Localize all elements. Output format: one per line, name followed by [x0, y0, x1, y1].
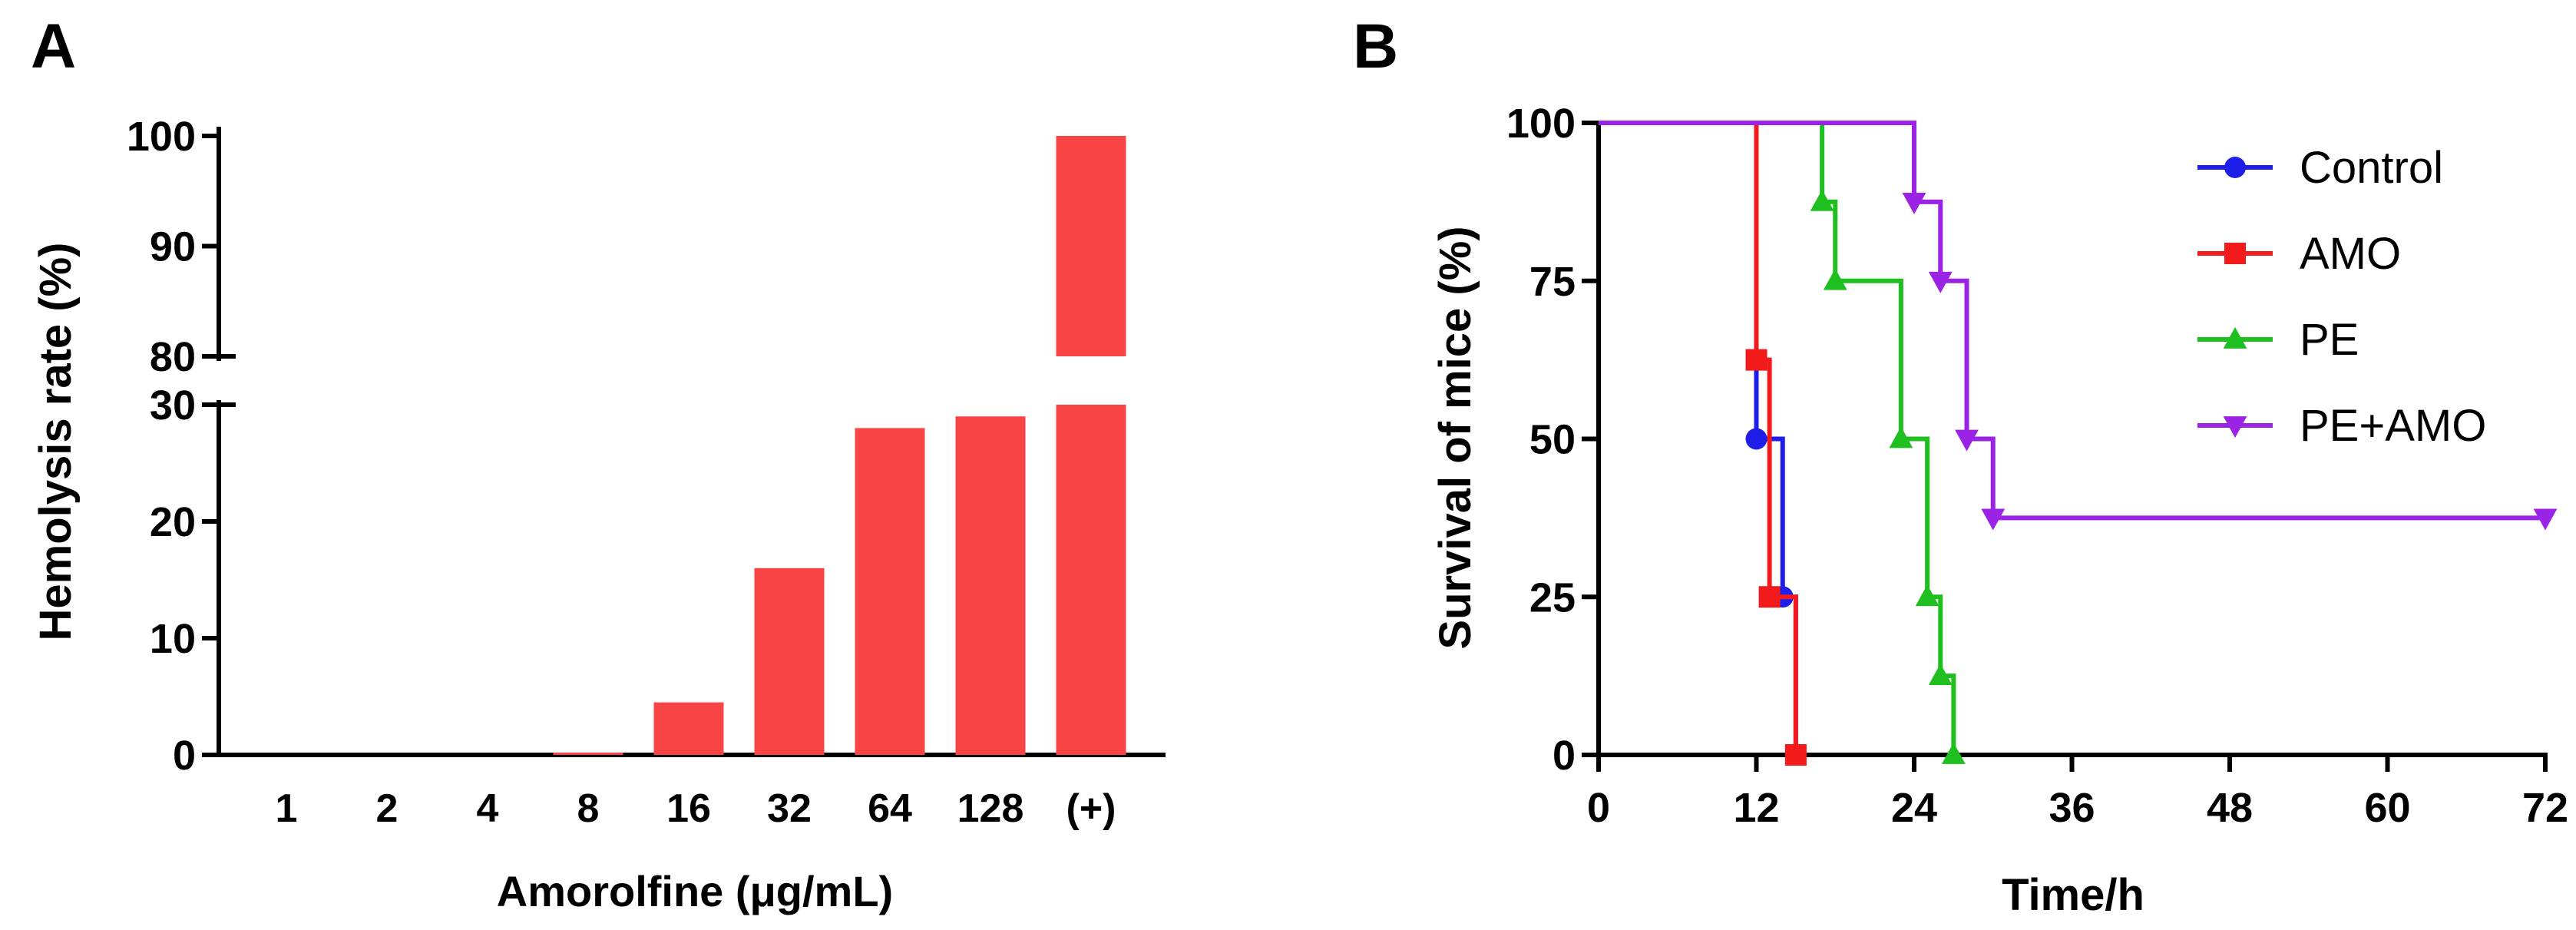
x-tick-label: 24 — [1891, 785, 1937, 831]
panel-a-ylabel: Hemolysis rate (%) — [31, 243, 81, 641]
y-tick-label: 90 — [150, 224, 196, 270]
y-tick-label: 50 — [1529, 417, 1576, 463]
legend-label: PE — [2300, 315, 2359, 365]
x-tick-label: 2 — [376, 786, 398, 831]
triangle-down-marker — [1955, 429, 1979, 452]
survival-curve — [1599, 121, 2545, 521]
panel-b-ylabel: Survival of mice (%) — [1430, 226, 1480, 649]
y-tick-label: 0 — [1553, 733, 1576, 779]
y-tick-label: 100 — [1506, 101, 1576, 147]
triangle-up-marker — [1915, 584, 1939, 607]
series-pe-amo — [1599, 121, 2558, 531]
x-tick-label: (+) — [1066, 786, 1116, 831]
bar — [553, 752, 623, 755]
square-marker — [1745, 349, 1767, 371]
triangle-up-marker — [1889, 426, 1913, 448]
y-tick-label: 80 — [150, 334, 196, 380]
triangle-down-marker — [1902, 192, 1926, 214]
legend: Control AMO PE PE+AMO — [2197, 143, 2486, 451]
triangle-down-marker — [1981, 508, 2006, 531]
y-tick-label: 75 — [1529, 259, 1576, 305]
x-tick-label: 60 — [2364, 785, 2410, 831]
triangle-up-marker — [1823, 268, 1847, 290]
series-pe — [1599, 121, 1966, 764]
legend-item: PE+AMO — [2197, 401, 2486, 451]
panel-a-chart: 80 90 100 0 10 20 30 1 2 4 8 16 32 64 128 (+) — [127, 114, 1166, 831]
circle-marker — [2224, 157, 2246, 178]
square-marker — [1758, 586, 1781, 608]
legend-item: Control — [2197, 143, 2443, 193]
triangle-down-marker — [2533, 508, 2558, 531]
bar — [754, 568, 825, 755]
y-tick-label: 20 — [150, 499, 196, 545]
panel-b-xlabel: Time/h — [2002, 870, 2144, 920]
x-tick-label: 16 — [666, 786, 711, 831]
y-tick-label: 0 — [173, 733, 196, 779]
x-tick-label: 72 — [2522, 785, 2568, 831]
x-tick-label: 12 — [1733, 785, 1779, 831]
circle-marker — [1745, 428, 1767, 450]
legend-item: PE — [2197, 315, 2359, 365]
bar — [653, 702, 724, 755]
bar-upper-segment — [1056, 136, 1126, 356]
y-tick-label: 30 — [150, 382, 196, 429]
y-tick-label: 100 — [127, 114, 196, 160]
triangle-up-marker — [1810, 189, 1834, 211]
panel-a-label: A — [31, 12, 76, 81]
x-tick-label: 32 — [767, 786, 812, 831]
x-tick-label: 8 — [577, 786, 600, 831]
legend-label: PE+AMO — [2300, 401, 2486, 451]
panel-a-xlabel: Amorolfine (μg/mL) — [497, 867, 893, 915]
panel-b-label: B — [1353, 12, 1398, 81]
x-tick-label: 4 — [477, 786, 499, 831]
bar — [955, 416, 1026, 755]
y-tick-label: 10 — [150, 616, 196, 662]
triangle-up-marker — [1941, 742, 1966, 764]
triangle-down-marker — [2223, 416, 2247, 439]
square-marker — [1784, 744, 1807, 766]
x-tick-label: 36 — [2049, 785, 2095, 831]
x-tick-label: 64 — [868, 786, 912, 831]
series-control — [1599, 121, 1807, 766]
bar — [855, 428, 925, 755]
y-tick-label: 25 — [1529, 574, 1576, 621]
triangle-down-marker — [1928, 271, 1953, 293]
legend-label: Control — [2300, 143, 2443, 193]
legend-item: AMO — [2197, 229, 2401, 279]
x-tick-label: 48 — [2207, 785, 2253, 831]
bar — [1056, 405, 1126, 755]
triangle-up-marker — [2223, 326, 2247, 349]
legend-label: AMO — [2300, 229, 2401, 279]
x-tick-label: 1 — [276, 786, 298, 831]
panel-b-chart: 0 25 50 75 100 0 12 24 36 48 60 72 Control AMO PE PE+AM… — [1506, 101, 2568, 831]
square-marker — [2224, 243, 2246, 264]
triangle-up-marker — [1928, 664, 1953, 686]
series-amo — [1599, 121, 1807, 766]
x-tick-label: 0 — [1587, 785, 1610, 831]
x-tick-label: 128 — [957, 786, 1024, 831]
